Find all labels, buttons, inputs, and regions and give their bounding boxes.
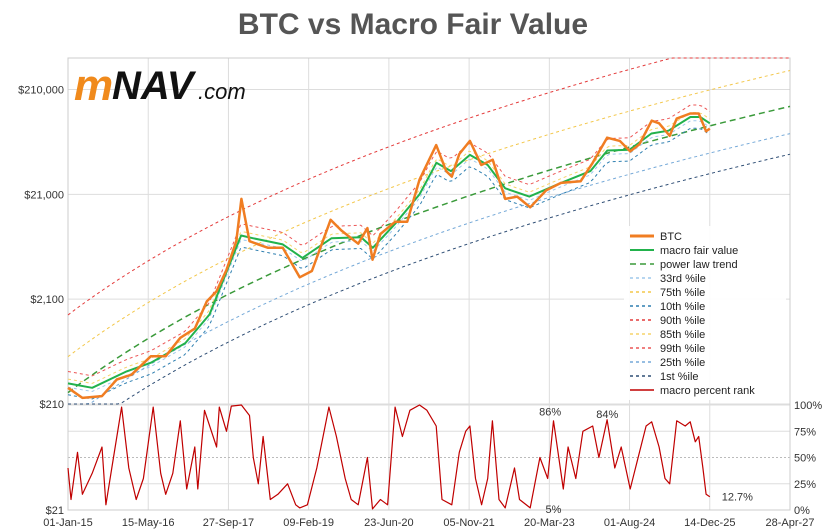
y-tick-label: $210 bbox=[40, 399, 64, 411]
x-tick-label: 05-Nov-21 bbox=[443, 517, 494, 529]
trend-band-line bbox=[67, 105, 791, 394]
rank-tick-label: 25% bbox=[794, 479, 816, 491]
gridlines bbox=[67, 57, 791, 511]
x-tick-label: 01-Aug-24 bbox=[604, 517, 655, 529]
y-tick-label: $2,100 bbox=[30, 294, 64, 306]
logo-nav: NAV bbox=[112, 64, 197, 108]
x-tick-label: 14-Dec-25 bbox=[684, 517, 735, 529]
x-tick-label: 28-Apr-27 bbox=[766, 517, 815, 529]
rank-annotation: 12.7% bbox=[722, 492, 753, 504]
rank-annotation: 5% bbox=[546, 504, 562, 516]
btc-series bbox=[67, 112, 711, 400]
legend-entry: macro fair value bbox=[660, 245, 738, 257]
rank-series bbox=[67, 404, 711, 510]
rank-annotation: 84% bbox=[596, 409, 618, 421]
legend-entry: BTC bbox=[660, 231, 682, 243]
legend-entry: 99th %ile bbox=[660, 343, 705, 355]
rank-tick-label: 75% bbox=[794, 426, 816, 438]
legend-entry: 1st %ile bbox=[660, 371, 699, 383]
fair-line bbox=[67, 116, 711, 389]
legend-entry: 85th %ile bbox=[660, 329, 705, 341]
legend-entry: macro percent rank bbox=[660, 385, 755, 397]
y-tick-label: $21,000 bbox=[24, 189, 64, 201]
legend-entry: power law trend bbox=[660, 259, 738, 271]
legend-entry: 75th %ile bbox=[660, 287, 705, 299]
legend-entry: 10th %ile bbox=[660, 301, 705, 313]
mnav-logo: m NAV .com bbox=[74, 61, 246, 110]
rank-tick-label: 0% bbox=[794, 505, 810, 517]
legend-entry: 25th %ile bbox=[660, 357, 705, 369]
y-tick-label-bottom: $21 bbox=[46, 505, 64, 517]
logo-com: .com bbox=[198, 79, 246, 104]
rank-annotation: 86% bbox=[539, 407, 561, 419]
rank-line bbox=[67, 404, 711, 510]
x-tick-label: 01-Jan-15 bbox=[43, 517, 93, 529]
rank-tick-label: 100% bbox=[794, 400, 822, 412]
x-tick-label: 15-May-16 bbox=[122, 517, 175, 529]
legend-background bbox=[624, 226, 786, 400]
legend-entry: 33rd %ile bbox=[660, 273, 706, 285]
rank-tick-label: 50% bbox=[794, 453, 816, 465]
p33-band-line bbox=[67, 120, 711, 393]
p10-band-line bbox=[67, 127, 711, 400]
legend: BTC macro fair value power law trend 33rd %… bbox=[624, 226, 786, 400]
btc-line bbox=[67, 112, 711, 400]
x-tick-label: 20-Mar-23 bbox=[524, 517, 575, 529]
annotations: 86% 84% 5% 12.7% bbox=[539, 407, 753, 516]
x-tick-label: 27-Sep-17 bbox=[203, 517, 254, 529]
logo-m: m bbox=[74, 61, 113, 110]
x-tick-label: 23-Jun-20 bbox=[364, 517, 414, 529]
chart-title: BTC vs Macro Fair Value bbox=[238, 8, 588, 41]
plot-frame bbox=[67, 57, 791, 511]
x-tick-label: 09-Feb-19 bbox=[283, 517, 334, 529]
axis-labels: $210 $2,100 $21,000 $210,000 $21 0% 25% 50% 75% 1… bbox=[18, 85, 822, 529]
y-tick-label: $210,000 bbox=[18, 85, 64, 97]
fair-value-series bbox=[67, 116, 711, 389]
legend-entry: 90th %ile bbox=[660, 315, 705, 327]
